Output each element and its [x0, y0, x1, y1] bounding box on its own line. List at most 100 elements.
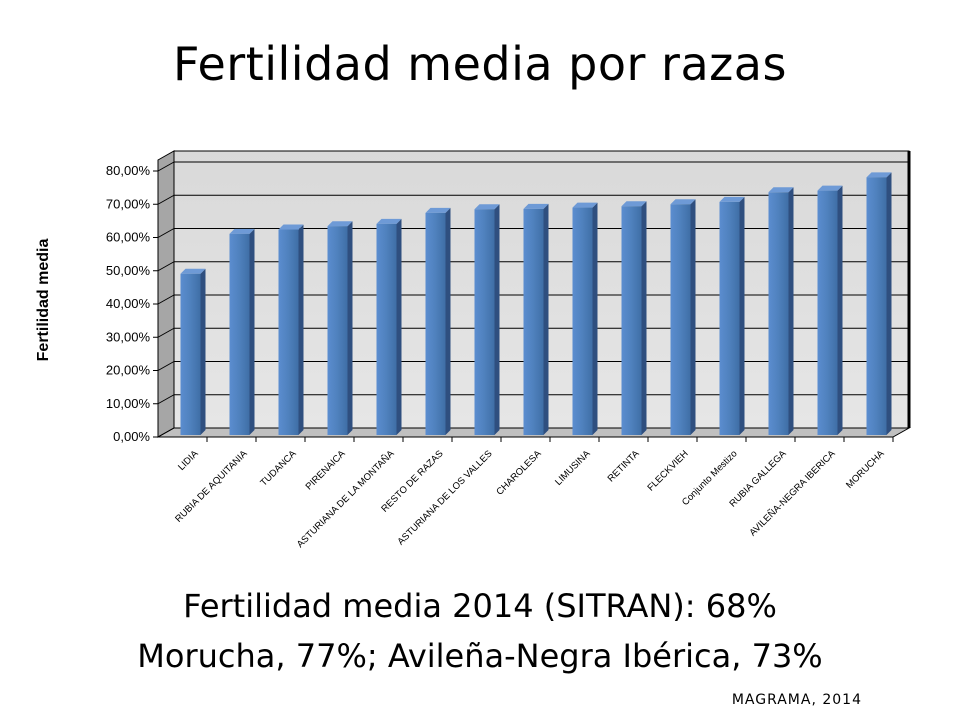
bar-front	[523, 208, 544, 435]
x-tick-label: CHAROLESA	[494, 448, 544, 498]
bar-top	[768, 187, 794, 193]
x-tick-label: MORUCHA	[844, 448, 887, 491]
gridline-side	[157, 361, 175, 371]
bar-side	[641, 201, 647, 435]
y-tick-label: 70,00%	[106, 196, 151, 211]
bar-5	[376, 218, 402, 435]
summary-line-2: Morucha, 77%; Avileña-Negra Ibérica, 73%	[137, 637, 823, 675]
bar-top	[180, 268, 206, 274]
bar-side	[494, 204, 500, 435]
bar-side	[886, 172, 892, 435]
bar-side	[543, 203, 549, 435]
bar-top	[474, 204, 500, 210]
bar-7	[474, 204, 500, 435]
bar-side	[298, 224, 304, 435]
bar-front	[670, 204, 691, 435]
bar-2	[229, 228, 255, 435]
bar-side	[592, 202, 598, 435]
gridline-side	[157, 261, 175, 272]
bar-front	[229, 233, 250, 435]
bar-side	[347, 221, 353, 435]
bar-6	[425, 207, 451, 435]
bar-14	[817, 185, 843, 435]
gridline-side	[157, 228, 175, 238]
gridline-side	[157, 194, 175, 205]
gridline-side	[157, 327, 175, 338]
x-tick-label: ASTURIANA DE LA MONTAÑA	[295, 448, 397, 550]
bar-top	[376, 218, 402, 224]
bar-12	[719, 196, 745, 435]
bar-front	[768, 192, 789, 435]
summary-line-1: Fertilidad media 2014 (SITRAN): 68%	[183, 587, 777, 625]
bar-side	[788, 187, 794, 435]
bar-front	[327, 226, 348, 435]
bar-front	[817, 190, 838, 435]
bars	[180, 172, 892, 435]
gridline-side	[157, 161, 175, 172]
bar-top	[229, 228, 255, 234]
bar-top	[425, 207, 451, 213]
gridline-side	[157, 294, 175, 305]
bar-10	[621, 201, 647, 435]
bar-front	[572, 207, 593, 435]
bar-top	[523, 203, 549, 209]
bar-side	[249, 228, 255, 435]
y-tick-label: 80,00%	[106, 163, 151, 178]
y-axis-label: Fertilidad media	[35, 239, 52, 362]
bar-13	[768, 187, 794, 435]
bar-front	[376, 223, 397, 435]
bar-top	[621, 201, 647, 207]
bar-top	[866, 172, 892, 178]
gridline-side	[157, 427, 175, 438]
bar-8	[523, 203, 549, 435]
bar-front	[425, 212, 446, 435]
y-tick-label: 50,00%	[106, 263, 151, 278]
bar-front	[278, 229, 299, 435]
x-tick-label: LIMUSINA	[553, 448, 593, 488]
x-tick-label: RETINTA	[606, 448, 642, 484]
bar-front	[866, 177, 887, 435]
y-tick-label: 10,00%	[106, 396, 151, 411]
x-tick-label: TUDANCA	[258, 448, 299, 489]
bar-1	[180, 268, 206, 435]
bar-side	[739, 196, 745, 435]
y-axis-ticks: 0,00% 10,00% 20,00% 30,00% 40,00% 50,00% 60,00…	[106, 163, 158, 444]
bar-top	[817, 185, 843, 191]
y-tick-label: 20,00%	[106, 363, 151, 378]
bar-front	[621, 206, 642, 435]
bar-top	[572, 202, 598, 208]
x-tick-label: FLECKVIEH	[646, 448, 691, 493]
y-tick-label: 0,00%	[113, 429, 150, 444]
bar-top	[670, 199, 696, 205]
bar-front	[474, 209, 495, 435]
y-tick-label: 60,00%	[106, 230, 151, 245]
bar-4	[327, 221, 353, 435]
gridline-side	[157, 394, 175, 405]
slide-title: Fertilidad media por razas	[173, 37, 787, 91]
x-tick-label: LIDIA	[176, 448, 201, 473]
source-label: MAGRAMA, 2014	[731, 692, 862, 708]
bar-9	[572, 202, 598, 435]
bar-3	[278, 224, 304, 435]
bar-15	[866, 172, 892, 435]
x-tick-label: AVILEÑA-NEGRA IBERICA	[747, 448, 838, 539]
bar-side	[837, 185, 843, 435]
y-tick-label: 40,00%	[106, 296, 151, 311]
x-tick-label: ASTURIANA DE LOS VALLES	[395, 448, 494, 547]
bar-front	[719, 201, 740, 435]
y-tick-label: 30,00%	[106, 329, 151, 344]
bar-11	[670, 199, 696, 435]
chart-side-wall	[157, 150, 175, 438]
bar-top	[327, 221, 353, 227]
x-tick-label: PIRENAICA	[304, 448, 348, 492]
bar-side	[200, 268, 206, 435]
bar-top	[278, 224, 304, 230]
bar-top	[719, 196, 745, 202]
bar-side	[396, 218, 402, 435]
bar-side	[445, 207, 451, 435]
bar-side	[690, 199, 696, 435]
bar-front	[180, 273, 201, 435]
